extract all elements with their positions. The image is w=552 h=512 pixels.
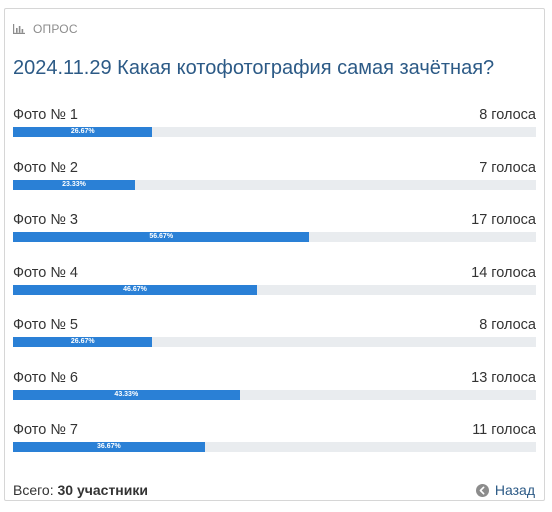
option-label: Фото № 1 <box>13 107 78 123</box>
poll-option: Фото № 5 8 голоса 26.67% <box>13 311 536 364</box>
section-label: ОПРОС <box>33 22 78 36</box>
total-label: Всего: <box>13 482 54 498</box>
progress-track: 26.67% <box>13 127 536 137</box>
progress-bar: 56.67% <box>13 232 310 242</box>
poll-header: ОПРОС <box>13 22 78 36</box>
option-label: Фото № 5 <box>13 317 78 333</box>
option-votes: 7 голоса <box>479 159 536 176</box>
option-label: Фото № 2 <box>13 159 78 176</box>
option-label: Фото № 3 <box>13 212 78 228</box>
progress-track: 26.67% <box>13 337 536 347</box>
back-label: Назад <box>494 482 535 498</box>
poll-option: Фото № 1 8 голоса 26.67% <box>13 101 536 154</box>
poll-option: Фото № 7 11 голоса 36.67% <box>13 416 536 469</box>
progress-track: 56.67% <box>13 232 536 242</box>
poll-option: Фото № 3 17 голоса 56.67% <box>13 206 536 259</box>
option-label: Фото № 7 <box>13 422 78 438</box>
progress-bar: 46.67% <box>13 284 258 295</box>
poll-option: Фото № 6 13 голоса 43.33% <box>13 364 536 417</box>
back-button[interactable]: Назад <box>475 482 535 498</box>
progress-track: 23.33% <box>13 179 536 190</box>
progress-bar: 26.67% <box>13 127 153 137</box>
progress-percent: 23.33% <box>62 180 86 188</box>
option-votes: 17 голоса <box>471 212 536 228</box>
progress-percent: 26.67% <box>70 128 95 135</box>
progress-bar: 26.67% <box>13 337 153 347</box>
poll-options: Фото № 1 8 голоса 26.67% Фото № 2 7 голоса 23… <box>13 101 536 469</box>
progress-percent: 43.33% <box>114 390 139 398</box>
poll-option: Фото № 2 7 голоса 23.33% <box>13 154 536 207</box>
arrow-left-circle-icon <box>475 483 489 497</box>
bar-chart-icon <box>13 24 25 34</box>
option-label: Фото № 4 <box>13 264 78 281</box>
progress-percent: 26.67% <box>70 338 95 345</box>
poll-card: ОПРОС 2024.11.29 Какая котофотография са… <box>4 8 545 501</box>
progress-percent: 46.67% <box>123 285 147 293</box>
progress-bar: 23.33% <box>13 179 136 190</box>
option-votes: 14 голоса <box>471 264 536 281</box>
poll-option: Фото № 4 14 голоса 46.67% <box>13 259 536 312</box>
option-label: Фото № 6 <box>13 369 78 386</box>
option-votes: 11 голоса <box>472 422 536 438</box>
progress-track: 46.67% <box>13 284 536 295</box>
progress-percent: 36.67% <box>97 443 121 450</box>
total-participants: Всего: 30 участники <box>13 482 148 498</box>
progress-track: 36.67% <box>13 442 536 452</box>
option-votes: 13 голоса <box>471 369 536 386</box>
poll-title: 2024.11.29 Какая котофотография самая за… <box>13 57 495 79</box>
progress-percent: 56.67% <box>149 233 174 240</box>
progress-bar: 36.67% <box>13 442 205 452</box>
progress-track: 43.33% <box>13 389 536 400</box>
option-votes: 8 голоса <box>479 317 536 333</box>
total-value: 30 участники <box>57 482 148 498</box>
progress-bar: 43.33% <box>13 389 240 400</box>
option-votes: 8 голоса <box>479 107 536 123</box>
